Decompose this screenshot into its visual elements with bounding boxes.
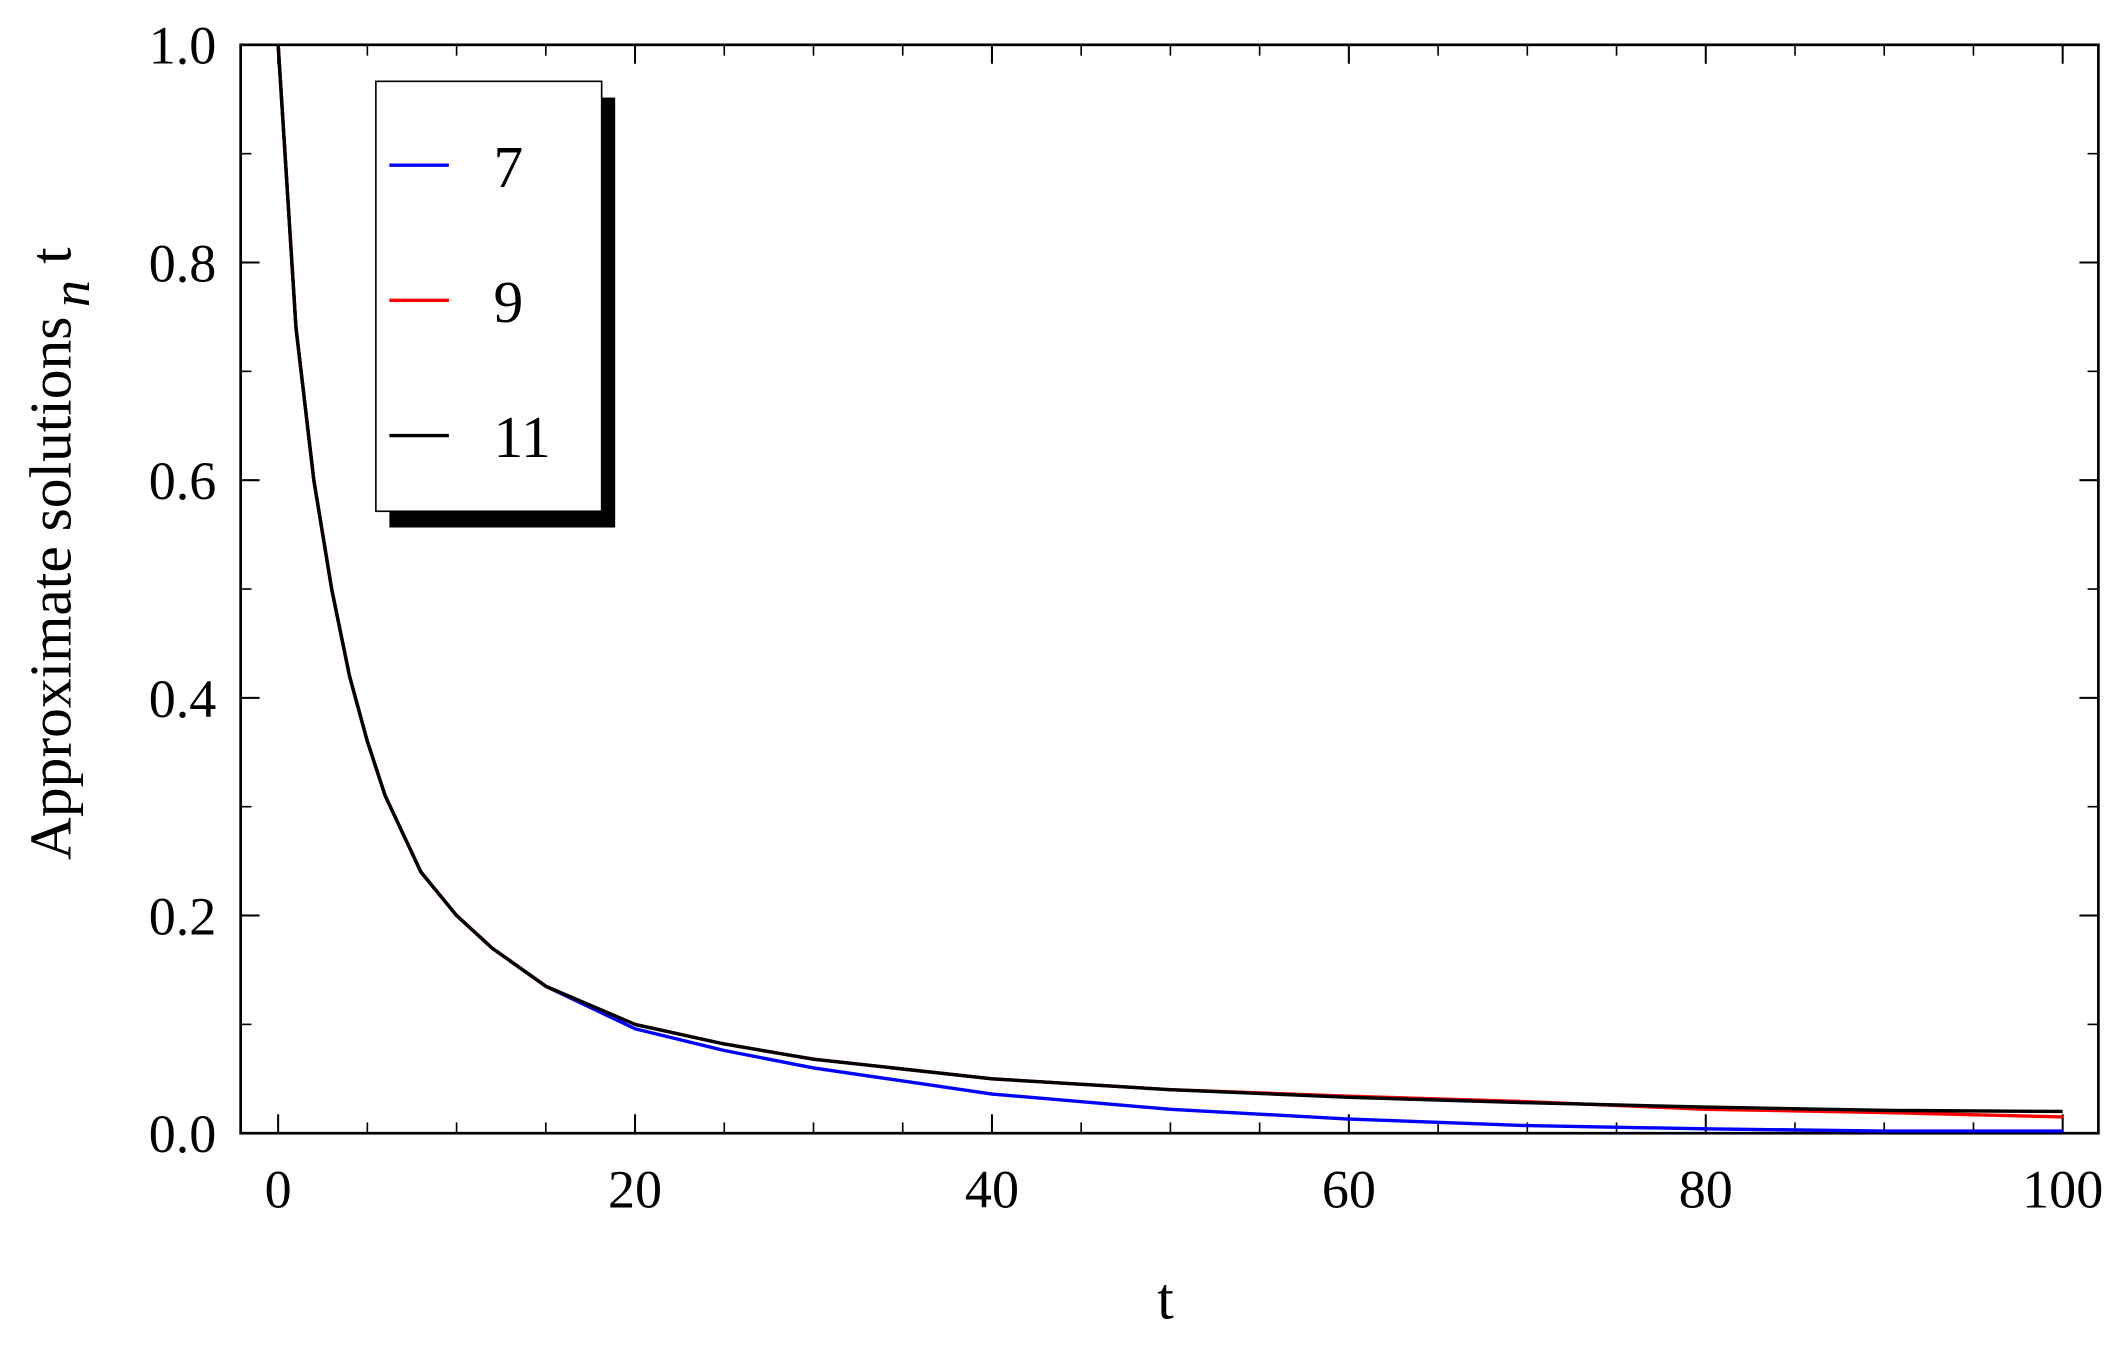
- x-axis-label: t: [1157, 1265, 1174, 1331]
- x-tick-label: 20: [608, 1160, 662, 1220]
- legend-label: 7: [493, 134, 523, 200]
- series-line: [276, 44, 2063, 1114]
- y-axis-label-subscript: n: [41, 280, 101, 307]
- y-axis-label-suffix: t: [17, 247, 83, 264]
- y-tick-label: 0.2: [149, 886, 217, 946]
- y-tick-label: 0.6: [149, 451, 217, 511]
- x-tick-label: 80: [1679, 1160, 1733, 1220]
- y-tick-label: 0.0: [149, 1104, 217, 1164]
- x-tick-label: 40: [965, 1160, 1019, 1220]
- y-tick-label: 0.8: [149, 233, 217, 293]
- x-tick-label: 0: [265, 1160, 292, 1220]
- legend-label: 11: [493, 404, 550, 470]
- y-tick-label: 1.0: [149, 16, 217, 76]
- x-tick-label: 100: [2022, 1160, 2103, 1220]
- x-tick-label: 60: [1322, 1160, 1376, 1220]
- legend-box: [375, 80, 603, 513]
- y-tick-label: 0.4: [149, 669, 217, 729]
- y-axis-label: Approximate solutions: [17, 317, 83, 860]
- y-axis-label-group: Approximate solutions n t: [17, 247, 101, 860]
- legend-label: 9: [493, 269, 523, 335]
